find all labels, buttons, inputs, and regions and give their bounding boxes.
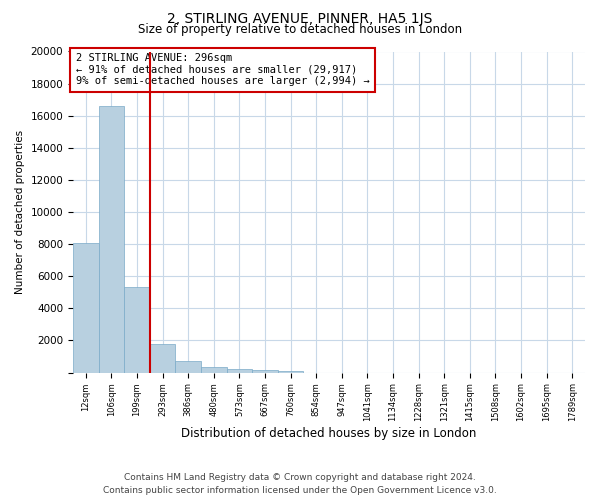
Bar	[201, 368, 227, 372]
Y-axis label: Number of detached properties: Number of detached properties	[15, 130, 25, 294]
Bar	[150, 344, 175, 372]
Text: 2, STIRLING AVENUE, PINNER, HA5 1JS: 2, STIRLING AVENUE, PINNER, HA5 1JS	[167, 12, 433, 26]
Text: Contains HM Land Registry data © Crown copyright and database right 2024.
Contai: Contains HM Land Registry data © Crown c…	[103, 474, 497, 495]
Bar	[175, 362, 201, 372]
Text: Size of property relative to detached houses in London: Size of property relative to detached ho…	[138, 22, 462, 36]
Bar	[252, 370, 278, 372]
Bar	[227, 370, 252, 372]
Bar	[98, 106, 124, 372]
Bar	[278, 370, 304, 372]
Text: 2 STIRLING AVENUE: 296sqm
← 91% of detached houses are smaller (29,917)
9% of se: 2 STIRLING AVENUE: 296sqm ← 91% of detac…	[76, 53, 370, 86]
Bar	[73, 244, 98, 372]
Bar	[124, 286, 150, 372]
X-axis label: Distribution of detached houses by size in London: Distribution of detached houses by size …	[181, 427, 477, 440]
